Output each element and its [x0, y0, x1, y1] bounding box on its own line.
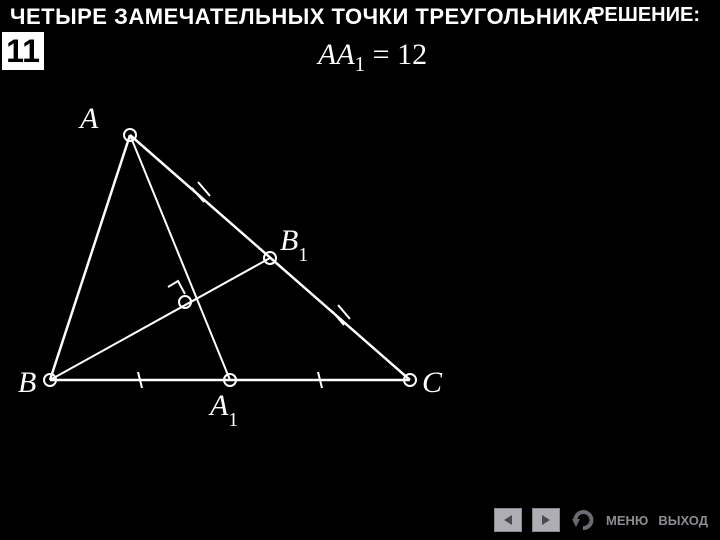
given-1-sub: 1: [355, 52, 366, 76]
problem-number: 11: [0, 30, 46, 72]
label-B1: B1: [280, 224, 308, 266]
edge-CA: [130, 135, 410, 380]
menu-button[interactable]: МЕНЮ: [606, 513, 648, 528]
triangle-left-icon: [501, 513, 515, 527]
label-C: C: [422, 366, 443, 399]
given-1-rhs: = 12: [365, 38, 427, 71]
diagram-svg: A B C B1 A1: [10, 80, 450, 440]
given-1-lhs: AA: [318, 38, 355, 71]
median-AA1: [130, 135, 230, 380]
undo-icon[interactable]: [570, 509, 596, 531]
page-title: ЧЕТЫРЕ ЗАМЕЧАТЕЛЬНЫХ ТОЧКИ ТРЕУГОЛЬНИКА: [10, 4, 599, 30]
label-A1: A1: [208, 389, 238, 431]
solution-label: РЕШЕНИЕ:: [591, 4, 700, 27]
tick-B1C-2: [338, 305, 350, 319]
triangle-diagram: A B C B1 A1: [10, 80, 450, 440]
exit-button[interactable]: ВЫХОД: [658, 513, 708, 528]
given-line-1: AA1 = 12: [318, 38, 427, 76]
triangle-right-icon: [539, 513, 553, 527]
tick-AB1-2: [198, 182, 210, 196]
right-angle-marker: [168, 281, 185, 294]
nav-bar: МЕНЮ ВЫХОД: [494, 508, 708, 532]
label-A: A: [78, 102, 99, 135]
tick-AB1-1: [192, 188, 204, 202]
prev-button[interactable]: [494, 508, 522, 532]
tick-B1C-1: [332, 311, 344, 325]
next-button[interactable]: [532, 508, 560, 532]
label-B: B: [18, 366, 36, 399]
